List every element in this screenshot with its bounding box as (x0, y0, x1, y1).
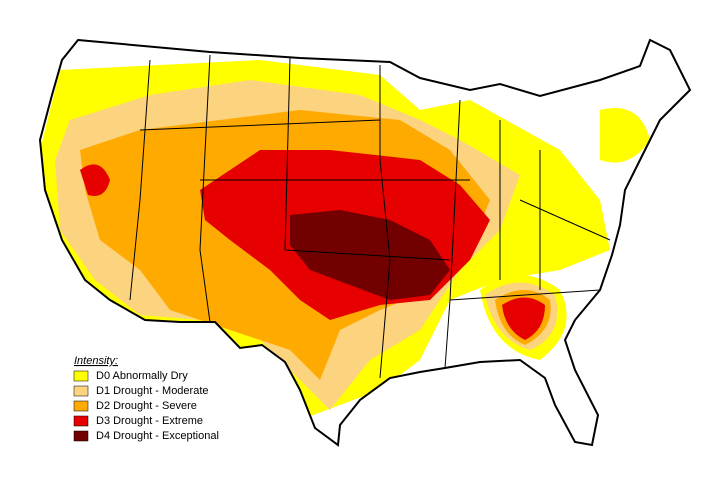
legend-label: D0 Abnormally Dry (96, 370, 188, 382)
legend-swatch (73, 385, 89, 397)
legend-label: D2 Drought - Severe (96, 400, 197, 412)
legend-label: D3 Drought - Extreme (96, 415, 203, 427)
d3-area (502, 297, 545, 340)
state-borders (129, 54, 611, 379)
legend-swatch (73, 430, 89, 442)
d3-area (80, 164, 110, 196)
legend-swatch (73, 400, 89, 412)
legend-swatch (73, 370, 89, 382)
legend: Intensity: D0 Abnormally Dry D1 Drought -… (73, 355, 219, 442)
legend-label: D1 Drought - Moderate (96, 385, 209, 397)
d0-area (600, 108, 650, 163)
legend-swatch (73, 415, 89, 427)
legend-title: Intensity: (74, 355, 118, 367)
legend-label: D4 Drought - Exceptional (96, 430, 219, 442)
